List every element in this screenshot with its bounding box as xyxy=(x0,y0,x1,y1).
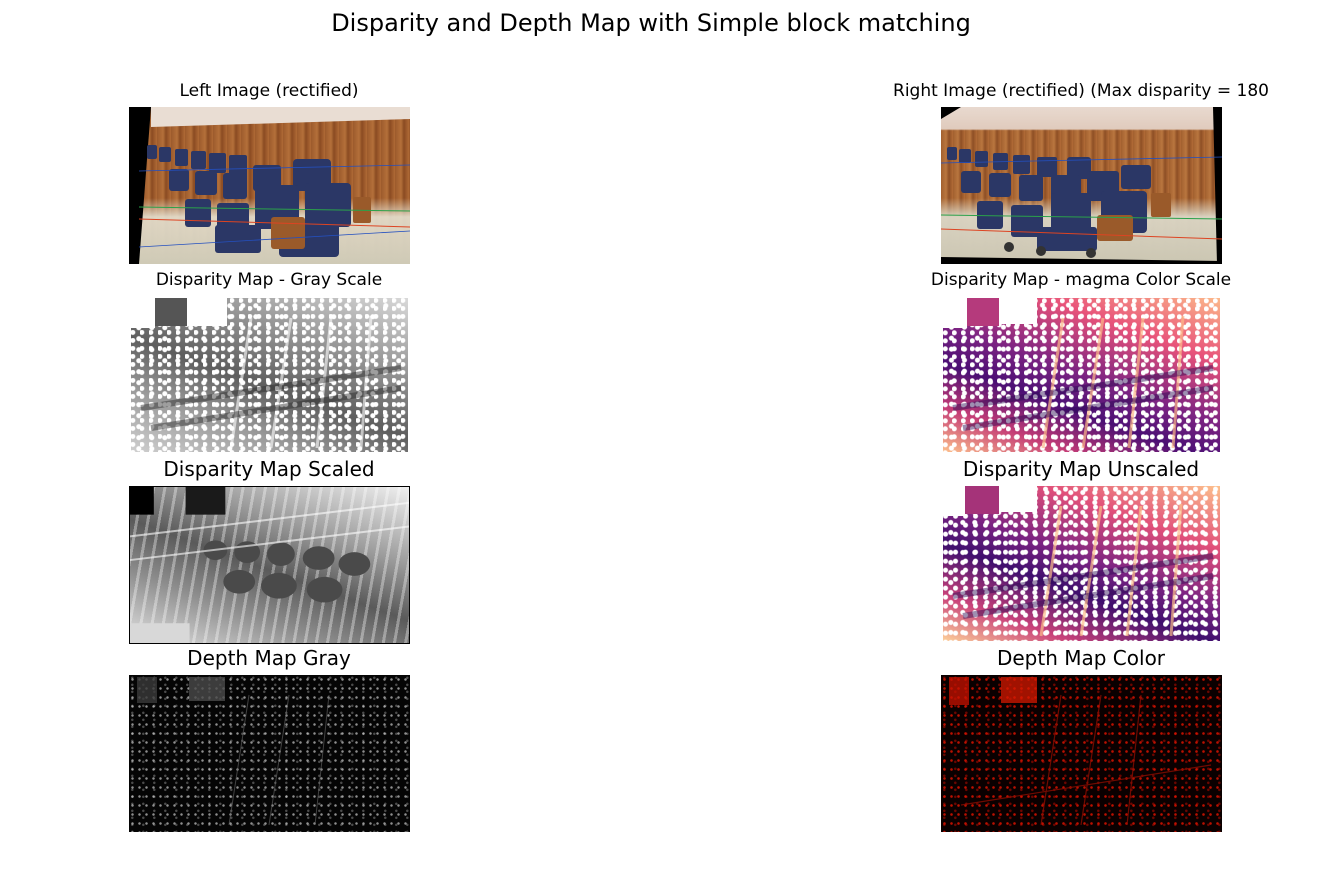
disparity-map-unscaled xyxy=(943,486,1220,641)
left-image xyxy=(129,107,410,264)
disparity-map-scaled xyxy=(129,486,410,644)
disparity-magma-title: Disparity Map - magma Color Scale xyxy=(930,270,1232,290)
disparity-scaled-title: Disparity Map Scaled xyxy=(163,457,375,481)
disparity-map-magma xyxy=(943,298,1220,452)
right-image xyxy=(941,107,1222,264)
depth-gray-title: Depth Map Gray xyxy=(187,646,351,670)
disparity-unscaled-overlay xyxy=(943,486,1214,637)
right-image-scene xyxy=(941,107,1222,264)
depth-color-title: Depth Map Color xyxy=(996,646,1166,670)
disparity-gray-overlay xyxy=(131,298,402,449)
disparity-map-gray xyxy=(131,298,408,452)
disparity-unscaled-title: Disparity Map Unscaled xyxy=(962,457,1200,481)
depth-map-color xyxy=(941,675,1222,832)
left-image-title: Left Image (rectified) xyxy=(179,81,359,101)
depth-gray-overlay xyxy=(137,677,330,826)
disparity-scaled-overlay xyxy=(130,487,409,643)
right-image-title: Right Image (rectified) (Max disparity =… xyxy=(893,81,1269,101)
depth-color-overlay xyxy=(949,677,1212,826)
left-image-scene xyxy=(129,107,410,264)
disparity-magma-overlay xyxy=(943,298,1214,449)
depth-map-gray xyxy=(129,675,410,832)
disparity-gray-title: Disparity Map - Gray Scale xyxy=(155,270,383,290)
figure-title: Disparity and Depth Map with Simple bloc… xyxy=(331,9,971,37)
